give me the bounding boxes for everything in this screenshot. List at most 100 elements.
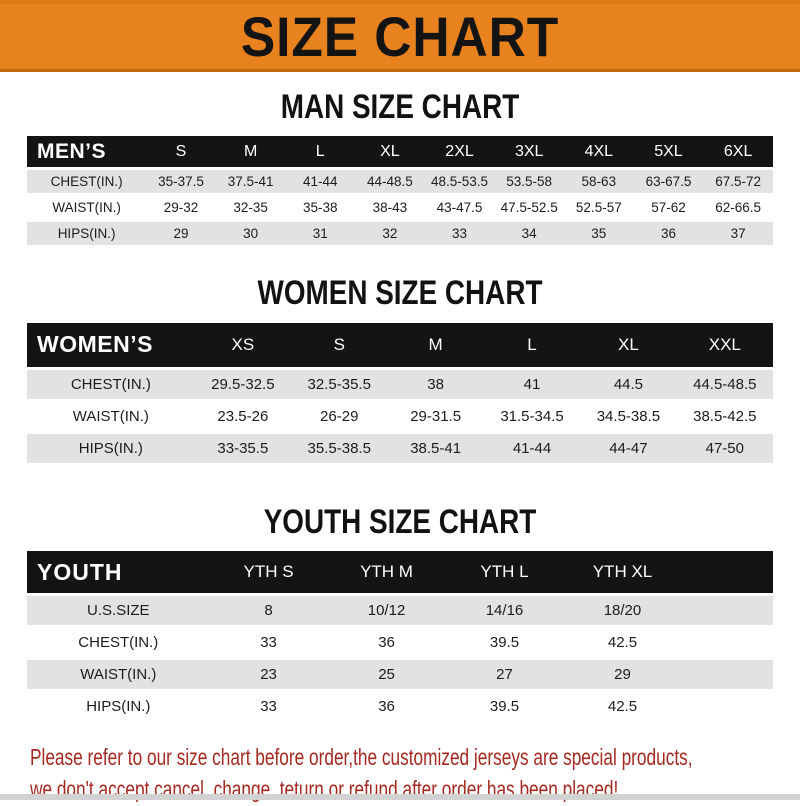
row-label: HIPS(IN.) [27,222,147,246]
row-label: CHEST(IN.) [27,170,147,194]
size-value: 32 [355,222,425,246]
row-label: HIPS(IN.) [86,698,151,716]
size-value: 63-67.5 [633,170,704,194]
column-header: YTH S [209,551,328,594]
size-value: 52.5-57 [575,200,622,216]
size-value: 41-44 [483,433,581,463]
row-label: WAIST(IN.) [27,660,210,690]
spacer-cell [681,596,773,626]
size-value: 29 [146,222,216,246]
size-value: 25 [327,660,446,690]
column-header: XL [355,136,425,168]
size-value: 47-50 [676,433,773,463]
table-row: HIPS(IN.) 33 36 39.5 42.5 [27,692,773,721]
size-value: 35-37.5 [146,170,216,194]
size-value: 33 [424,222,495,246]
table-title: WOMEN’S [27,322,195,367]
size-value: 8 [209,596,328,626]
size-value: 44.5 [580,369,677,399]
spacer-cell [681,551,773,594]
size-value: 44.5-48.5 [676,369,773,399]
column-header: XL [580,322,677,367]
size-value: 36 [633,222,704,246]
row-label: CHEST(IN.) [78,634,159,652]
column-header: S [291,322,388,367]
table-row: U.S.SIZE 8 10/12 14/16 18/20 [27,596,773,626]
column-header: M [387,322,484,367]
notice-line-2: we don't accept cancel, change, teturn o… [30,775,619,802]
table-row: WAIST(IN.) 23 25 27 29 [27,660,773,690]
size-value: 62-66.5 [715,200,762,216]
bottom-strip [0,794,800,800]
size-value: 47.5-52.5 [500,200,558,216]
size-value: 29.5-32.5 [194,369,292,399]
row-label: HIPS(IN.) [27,433,195,463]
table-row: WAIST(IN.) 23.5-26 26-29 29-31.5 31.5-34.5 34… [27,402,773,431]
size-value: 30 [215,222,286,246]
row-label: WAIST(IN.) [72,407,149,425]
men-section-heading: MAN SIZE CHART [280,88,520,126]
size-value: 58-63 [564,170,634,194]
size-value: 33-35.5 [194,433,292,463]
size-value: 43-47.5 [436,200,483,216]
table-row: WAIST(IN.) 29-32 32-35 35-38 38-43 43-47.5 47.… [27,196,773,219]
size-value: 34.5-38.5 [596,407,661,425]
women-section-heading: WOMEN SIZE CHART [257,274,543,313]
column-header: L [483,322,581,367]
size-value: 14/16 [445,596,564,626]
column-header: 2XL [424,136,495,168]
size-value: 18/20 [563,596,682,626]
size-value: 44-47 [580,433,677,463]
column-header: YTH M [327,551,446,594]
youth-section-heading: YOUTH SIZE CHART [263,502,537,541]
size-value: 38-43 [372,200,408,216]
size-value: 44-48.5 [355,170,425,194]
banner: SIZE CHART [0,0,800,72]
size-value: 35 [564,222,634,246]
table-header-row: YOUTH YTH S YTH M YTH L YTH XL [27,551,773,594]
size-value: 27 [445,660,564,690]
column-header: S [146,136,216,168]
size-value: 10/12 [327,596,446,626]
order-notice: Please refer to our size chart before or… [30,742,800,805]
table-header-row: MEN’S S M L XL 2XL 3XL 4XL 5XL 6XL [27,136,773,168]
column-header: YTH L [445,551,564,594]
size-value: 26-29 [320,407,359,425]
table-row: HIPS(IN.) 33-35.5 35.5-38.5 38.5-41 41-44 44-… [27,433,773,463]
size-value: 32-35 [233,200,268,216]
women-size-table: WOMEN’S XS S M L XL XXL CHEST(IN.) 29.5-32.5 32.5… [27,320,773,466]
table-row: HIPS(IN.) 29 30 31 32 33 34 35 36 37 [27,222,773,246]
table-row: CHEST(IN.) 35-37.5 37.5-41 41-44 44-48.5 48.5… [27,170,773,194]
size-value: 39.5 [489,634,520,652]
size-value: 37.5-41 [215,170,286,194]
column-header: YTH XL [563,551,682,594]
size-value: 38.5-42.5 [693,407,757,425]
size-value: 57-62 [651,200,686,216]
row-label: WAIST(IN.) [52,200,121,216]
row-label: U.S.SIZE [27,596,210,626]
banner-title: SIZE CHART [240,4,560,68]
size-value: 29-31.5 [410,407,462,425]
size-value: 35-38 [302,200,338,216]
size-value: 37 [703,222,773,246]
size-value: 48.5-53.5 [424,170,495,194]
column-header: M [215,136,286,168]
spacer-cell [681,692,773,721]
column-header: 5XL [633,136,704,168]
column-header: XS [194,322,292,367]
table-header-row: WOMEN’S XS S M L XL XXL [27,322,773,367]
row-label: CHEST(IN.) [27,369,195,399]
column-header: 3XL [494,136,564,168]
size-value: 42.5 [607,634,638,652]
size-value: 42.5 [607,698,638,716]
size-value: 38.5-41 [387,433,484,463]
table-row: CHEST(IN.) 33 36 39.5 42.5 [27,628,773,657]
column-header: XXL [676,322,773,367]
table-title: MEN’S [27,136,147,168]
column-header: 4XL [564,136,634,168]
size-value: 29 [563,660,682,690]
size-value: 31.5-34.5 [500,407,564,425]
size-value: 23.5-26 [217,407,269,425]
size-value: 41-44 [285,170,356,194]
